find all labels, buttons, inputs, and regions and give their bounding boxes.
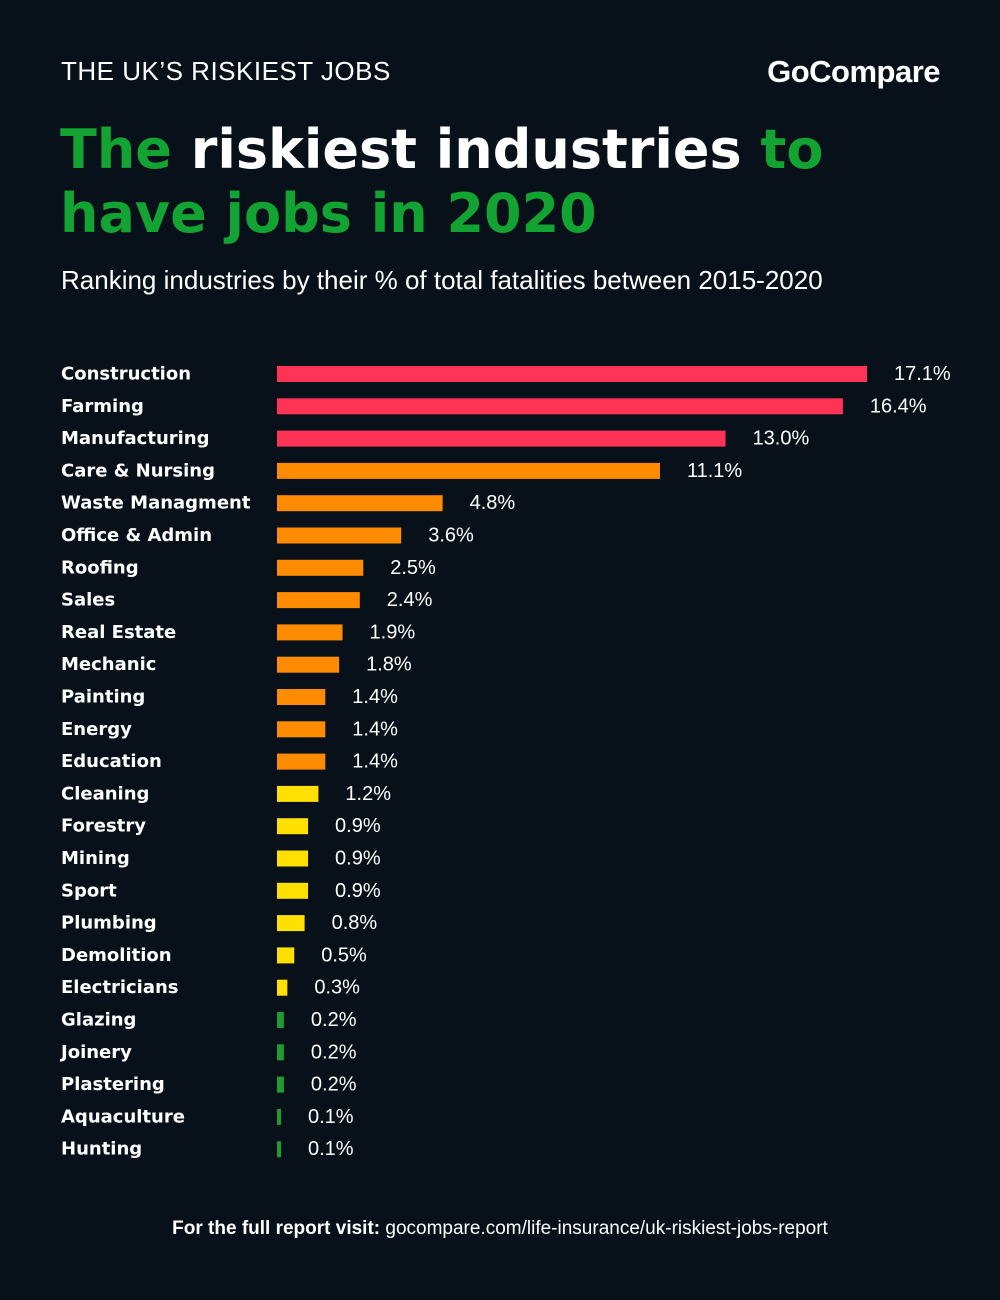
bar-farming xyxy=(277,398,843,415)
category-label-plastering: Plastering xyxy=(61,1074,165,1095)
bar-hunting xyxy=(277,1141,281,1158)
bar-chart: Construction 17.1% Farming 16.4% Manufacturi… xyxy=(59,363,951,1160)
category-label-waste-managment: Waste Managment xyxy=(61,493,251,514)
value-label-joinery: 0.2% xyxy=(311,1041,357,1063)
bar-glazing xyxy=(277,1012,284,1028)
category-label-demolition: Demolition xyxy=(61,945,172,966)
bar-education xyxy=(277,753,326,770)
value-label-painting: 1.4% xyxy=(352,686,398,708)
value-label-plumbing: 0.8% xyxy=(332,912,378,934)
category-label-construction: Construction xyxy=(61,364,191,385)
footer: For the full report visit: gocompare.com… xyxy=(0,1218,1000,1240)
category-label-painting: Painting xyxy=(61,687,145,708)
bar-mining xyxy=(277,850,309,867)
value-label-electricians: 0.3% xyxy=(314,977,360,999)
category-label-mining: Mining xyxy=(61,848,130,869)
category-label-real-estate: Real Estate xyxy=(61,622,176,643)
bar-office-admin xyxy=(277,527,402,544)
value-label-care-nursing: 11.1% xyxy=(687,460,742,482)
title-part-the: The xyxy=(60,118,191,181)
bar-care-nursing xyxy=(277,462,660,479)
value-label-sport: 0.9% xyxy=(335,880,381,902)
category-label-sales: Sales xyxy=(61,590,115,611)
value-label-waste-managment: 4.8% xyxy=(470,492,516,514)
value-label-energy: 1.4% xyxy=(352,718,398,740)
chart-subtitle: Ranking industries by their % of total f… xyxy=(61,265,823,295)
value-label-forestry: 0.9% xyxy=(335,815,381,837)
value-label-roofing: 2.5% xyxy=(390,557,436,579)
eyebrow-label: THE UK’S RISKIEST JOBS xyxy=(61,56,391,86)
category-label-aquaculture: Aquaculture xyxy=(61,1106,185,1127)
title-part-riskiest-industries: riskiest industries xyxy=(190,118,742,181)
bar-sport xyxy=(277,882,309,899)
footer-link[interactable]: gocompare.com/life-insurance/uk-riskiest… xyxy=(385,1218,828,1239)
bar-waste-managment xyxy=(277,495,443,512)
value-label-plastering: 0.2% xyxy=(311,1074,357,1096)
bar-real-estate xyxy=(277,624,343,641)
category-label-sport: Sport xyxy=(61,880,117,901)
bar-aquaculture xyxy=(277,1108,281,1125)
bar-roofing xyxy=(277,559,364,576)
bar-painting xyxy=(277,689,326,705)
value-label-demolition: 0.5% xyxy=(321,944,367,966)
title-part-have-jobs: have jobs in 2020 xyxy=(60,182,597,245)
value-label-sales: 2.4% xyxy=(387,589,433,611)
category-label-roofing: Roofing xyxy=(61,557,139,578)
category-label-hunting: Hunting xyxy=(61,1139,142,1160)
category-label-education: Education xyxy=(61,751,162,772)
value-label-glazing: 0.2% xyxy=(311,1009,357,1031)
category-label-glazing: Glazing xyxy=(61,1010,136,1031)
gocompare-logo: GoCompare xyxy=(767,54,940,89)
value-label-mechanic: 1.8% xyxy=(366,654,412,676)
bar-manufacturing xyxy=(277,430,726,447)
bar-plastering xyxy=(277,1076,284,1093)
category-label-plumbing: Plumbing xyxy=(61,913,157,934)
category-label-joinery: Joinery xyxy=(59,1042,132,1063)
category-label-manufacturing: Manufacturing xyxy=(61,428,210,449)
value-label-education: 1.4% xyxy=(352,751,398,773)
bar-sales xyxy=(277,592,360,609)
footer-lead: For the full report visit: xyxy=(172,1218,381,1239)
category-label-energy: Energy xyxy=(61,719,132,740)
value-label-real-estate: 1.9% xyxy=(370,621,416,643)
bar-forestry xyxy=(277,818,309,835)
category-label-care-nursing: Care & Nursing xyxy=(61,460,215,481)
bar-energy xyxy=(277,721,326,738)
bar-cleaning xyxy=(277,785,319,802)
category-label-cleaning: Cleaning xyxy=(61,783,149,804)
category-label-farming: Farming xyxy=(61,396,144,417)
value-label-hunting: 0.1% xyxy=(308,1138,354,1160)
category-label-electricians: Electricians xyxy=(61,977,179,998)
bar-plumbing xyxy=(277,915,305,932)
bar-demolition xyxy=(277,947,295,964)
bar-joinery xyxy=(277,1044,284,1061)
value-label-office-admin: 3.6% xyxy=(428,525,474,547)
value-label-mining: 0.9% xyxy=(335,848,381,870)
category-label-forestry: Forestry xyxy=(61,816,146,837)
title-part-to: to xyxy=(741,118,824,181)
value-label-manufacturing: 13.0% xyxy=(753,428,810,450)
category-label-mechanic: Mechanic xyxy=(61,654,156,675)
bar-mechanic xyxy=(277,656,340,673)
category-label-office-admin: Office & Admin xyxy=(61,525,212,546)
bar-construction xyxy=(277,366,867,382)
value-label-aquaculture: 0.1% xyxy=(308,1106,354,1128)
value-label-farming: 16.4% xyxy=(870,395,927,417)
value-label-cleaning: 1.2% xyxy=(345,783,391,805)
bar-electricians xyxy=(277,979,288,996)
value-label-construction: 17.1% xyxy=(894,363,951,385)
page-title: The riskiest industries to have jobs in … xyxy=(60,118,940,246)
